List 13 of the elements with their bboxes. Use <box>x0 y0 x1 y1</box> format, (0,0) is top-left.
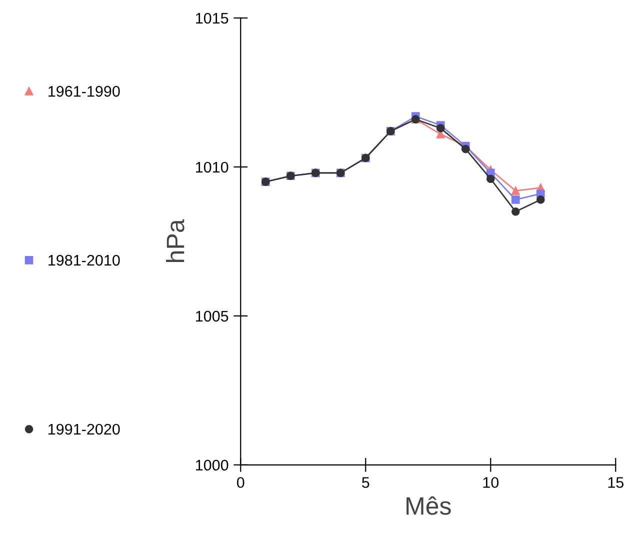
x-tick-label: 10 <box>483 477 499 488</box>
y-tick-label: 1000 <box>196 460 228 471</box>
legend-label: 1961-1990 <box>48 86 120 97</box>
y-tick-label: 1015 <box>196 12 228 24</box>
x-tick-label: 15 <box>608 477 624 488</box>
legend-label: 1981-2010 <box>48 254 120 266</box>
legend-label: 1991-2020 <box>48 424 120 435</box>
y-axis-title: hPa <box>166 219 184 262</box>
y-tick-label: 1010 <box>196 162 228 173</box>
x-axis-title: Mês <box>406 496 451 515</box>
y-tick-label: 1005 <box>196 310 228 322</box>
x-tick-label: 5 <box>362 477 370 488</box>
x-tick-label: 0 <box>236 477 244 488</box>
